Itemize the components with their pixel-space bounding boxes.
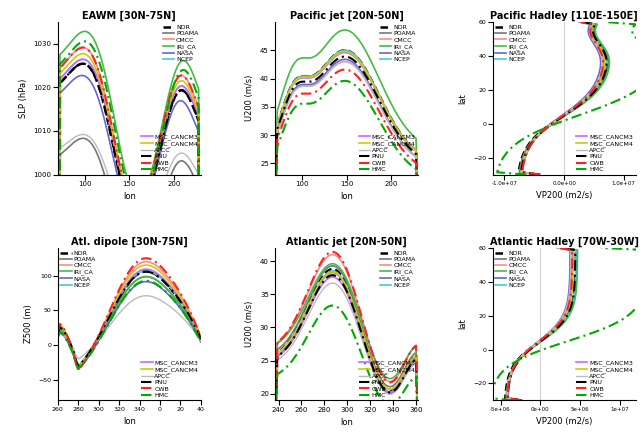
Y-axis label: lat: lat <box>458 319 467 330</box>
Title: Atl. dipole [30N-75N]: Atl. dipole [30N-75N] <box>71 237 187 247</box>
Title: EAWM [30N-75N]: EAWM [30N-75N] <box>82 11 176 22</box>
Y-axis label: lat: lat <box>458 93 467 104</box>
Legend: MSC_CANCM3, MSC_CANCM4, APCC, PNU, CWB, HMC: MSC_CANCM3, MSC_CANCM4, APCC, PNU, CWB, … <box>575 359 634 399</box>
Title: Pacific Hadley [110E-150E]: Pacific Hadley [110E-150E] <box>490 11 638 22</box>
Legend: MSC_CANCM3, MSC_CANCM4, APCC, PNU, CWB, HMC: MSC_CANCM3, MSC_CANCM4, APCC, PNU, CWB, … <box>141 359 199 399</box>
Y-axis label: U200 (m/s): U200 (m/s) <box>245 75 254 121</box>
Title: Atlantic Hadley [70W-30W]: Atlantic Hadley [70W-30W] <box>490 237 639 247</box>
Y-axis label: Z500 (m): Z500 (m) <box>24 305 33 344</box>
Y-axis label: U200 (m/s): U200 (m/s) <box>245 301 254 347</box>
X-axis label: VP200 (m2/s): VP200 (m2/s) <box>536 191 593 200</box>
X-axis label: lon: lon <box>123 417 135 426</box>
X-axis label: lon: lon <box>340 192 353 202</box>
Legend: MSC_CANCM3, MSC_CANCM4, APCC, PNU, CWB, HMC: MSC_CANCM3, MSC_CANCM4, APCC, PNU, CWB, … <box>358 359 416 399</box>
Title: Pacific jet [20N-50N]: Pacific jet [20N-50N] <box>290 11 404 22</box>
Y-axis label: SLP (hPa): SLP (hPa) <box>19 79 28 118</box>
X-axis label: VP200 (m2/s): VP200 (m2/s) <box>536 417 593 426</box>
Legend: MSC_CANCM3, MSC_CANCM4, APCC, PNU, CWB, HMC: MSC_CANCM3, MSC_CANCM4, APCC, PNU, CWB, … <box>358 133 416 173</box>
X-axis label: lon: lon <box>123 192 135 202</box>
Title: Atlantic jet [20N-50N]: Atlantic jet [20N-50N] <box>286 237 407 247</box>
Legend: MSC_CANCM3, MSC_CANCM4, APCC, PNU, CWB, HMC: MSC_CANCM3, MSC_CANCM4, APCC, PNU, CWB, … <box>141 133 199 173</box>
X-axis label: lon: lon <box>340 418 353 427</box>
Legend: MSC_CANCM3, MSC_CANCM4, APCC, PNU, CWB, HMC: MSC_CANCM3, MSC_CANCM4, APCC, PNU, CWB, … <box>575 133 634 173</box>
